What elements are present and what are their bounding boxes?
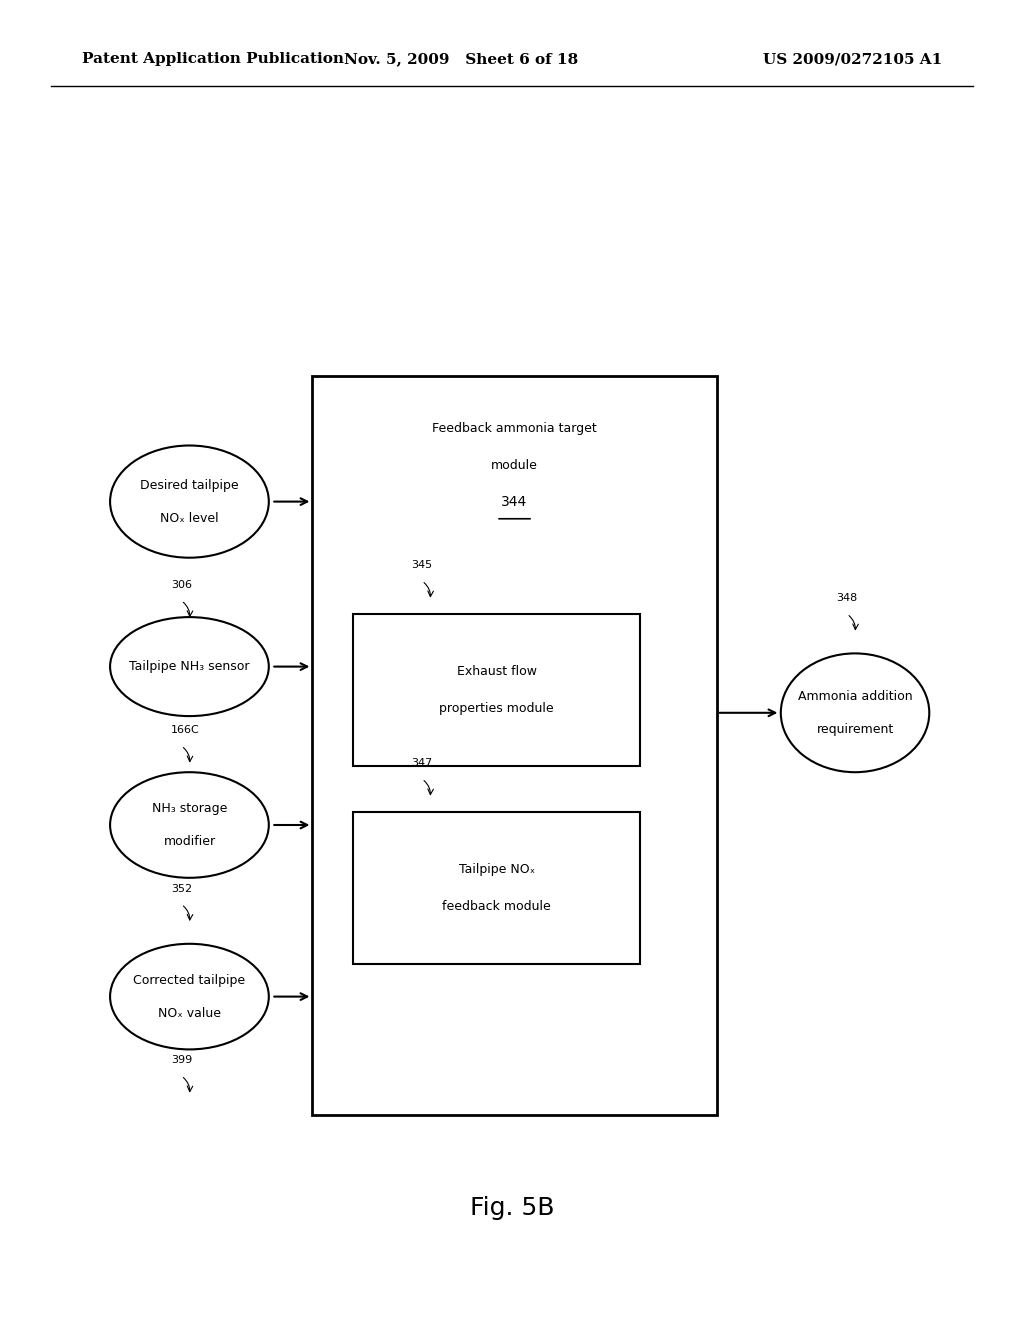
Bar	[312, 376, 717, 1115]
Text: 352: 352	[171, 883, 193, 894]
Bar	[353, 812, 640, 964]
Text: Fig. 5B: Fig. 5B	[470, 1196, 554, 1220]
Text: 399: 399	[171, 1055, 193, 1065]
Text: requirement: requirement	[816, 723, 894, 735]
Text: Exhaust flow: Exhaust flow	[457, 665, 537, 677]
Text: Feedback ammonia target: Feedback ammonia target	[432, 422, 597, 436]
Bar	[353, 614, 640, 766]
Text: module: module	[492, 459, 538, 473]
Text: Patent Application Publication: Patent Application Publication	[82, 53, 344, 66]
Text: 344: 344	[502, 495, 527, 508]
Text: Corrected tailpipe: Corrected tailpipe	[133, 974, 246, 986]
Text: 166C: 166C	[171, 725, 200, 735]
Text: NOₓ value: NOₓ value	[158, 1007, 221, 1019]
Text: US 2009/0272105 A1: US 2009/0272105 A1	[763, 53, 942, 66]
Text: Nov. 5, 2009   Sheet 6 of 18: Nov. 5, 2009 Sheet 6 of 18	[344, 53, 578, 66]
Text: 348: 348	[837, 593, 858, 603]
Text: Tailpipe NH₃ sensor: Tailpipe NH₃ sensor	[129, 660, 250, 673]
Text: NH₃ storage: NH₃ storage	[152, 803, 227, 814]
Text: 306: 306	[171, 579, 193, 590]
Text: properties module: properties module	[439, 702, 554, 714]
Text: Desired tailpipe: Desired tailpipe	[140, 479, 239, 491]
Text: NOₓ level: NOₓ level	[160, 512, 219, 524]
Text: 347: 347	[412, 758, 433, 768]
Text: Ammonia addition: Ammonia addition	[798, 690, 912, 702]
Text: feedback module: feedback module	[442, 900, 551, 912]
Text: Tailpipe NOₓ: Tailpipe NOₓ	[459, 863, 535, 875]
Text: modifier: modifier	[164, 836, 215, 847]
Text: 345: 345	[412, 560, 433, 570]
